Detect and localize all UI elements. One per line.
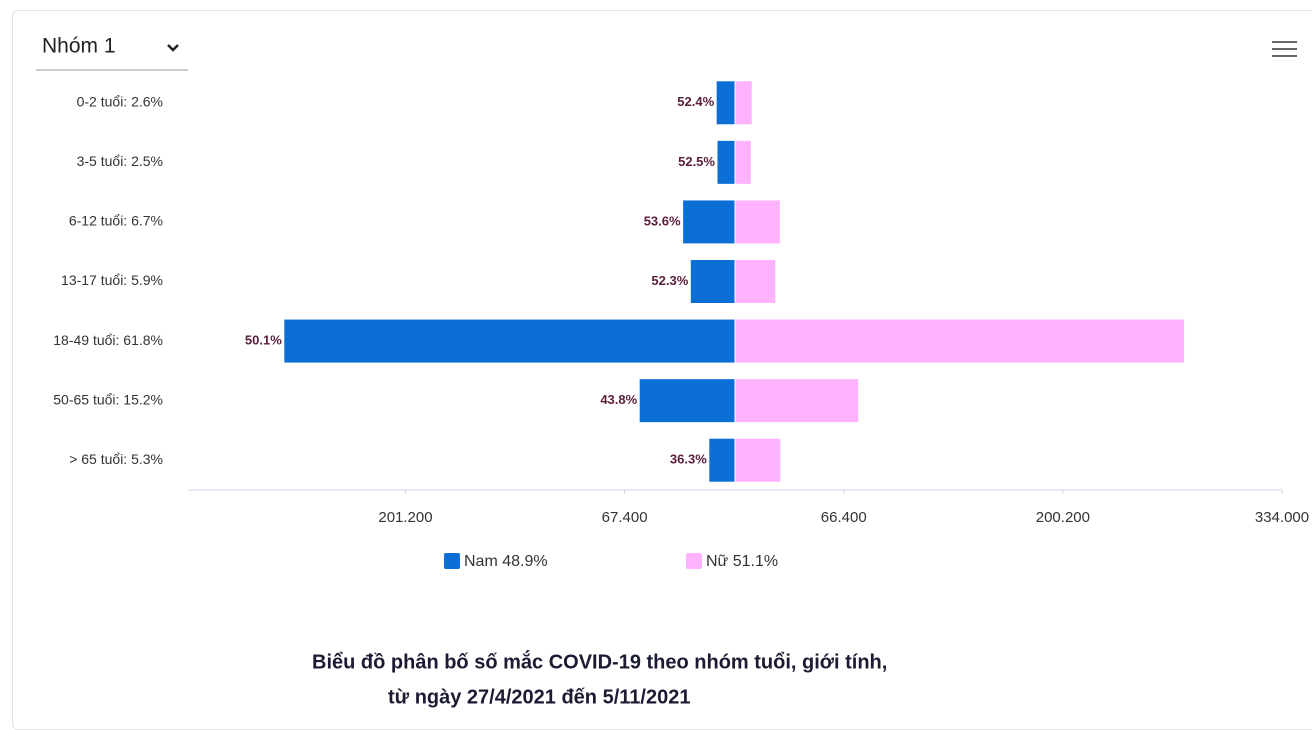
data-label: 43.8%: [600, 392, 637, 407]
bar: [708, 437, 736, 483]
bar: [734, 318, 1186, 364]
data-label: 52.4%: [677, 94, 714, 109]
chart: Nhóm 1 201.200 67.400 66.400 200.200 334.000…: [36, 35, 1309, 708]
bar: [734, 437, 782, 483]
y-tick-label: 3-5 tuổi: 2.5%: [77, 153, 163, 169]
legend-label: Nam 48.9%: [464, 553, 548, 570]
bar: [689, 259, 736, 304]
x-tick-label: 200.200: [1036, 509, 1090, 526]
bar: [734, 199, 781, 245]
menu-button[interactable]: [1272, 41, 1297, 57]
dropdown-arrow[interactable]: [167, 44, 179, 52]
data-label: 52.5%: [678, 154, 715, 169]
x-tick-label: 66.400: [821, 509, 867, 526]
bar: [283, 318, 736, 364]
chart-title: từ ngày 27/4/2021 đến 5/11/2021: [388, 686, 690, 708]
bar: [715, 80, 736, 126]
legend-swatch: [444, 553, 460, 569]
legend-label: Nữ 51.1%: [706, 553, 778, 570]
bar: [716, 139, 736, 185]
bar: [734, 259, 777, 304]
x-tick-label: 334.000: [1255, 509, 1309, 526]
bar: [734, 80, 753, 126]
data-label: 50.1%: [245, 333, 282, 348]
y-tick-label: 13-17 tuổi: 5.9%: [61, 272, 163, 288]
bar: [734, 139, 752, 185]
page: {"dropdown": "Nhóm 1", "chart_data": {"t…: [12, 10, 1312, 730]
y-tick-label: > 65 tuổi: 5.3%: [69, 451, 163, 467]
data-label: 53.6%: [644, 213, 681, 228]
y-tick-label: 18-49 tuổi: 61.8%: [53, 332, 163, 348]
bar: [638, 378, 736, 424]
y-tick-label: 50-65 tuổi: 15.2%: [53, 391, 163, 407]
y-tick-label: 6-12 tuổi: 6.7%: [69, 213, 163, 229]
group-dropdown[interactable]: Nhóm 1: [42, 35, 116, 58]
data-label: 52.3%: [651, 273, 688, 288]
bar: [734, 378, 860, 424]
legend-swatch: [686, 553, 702, 569]
x-tick-label: 201.200: [378, 509, 432, 526]
y-tick-label: 0-2 tuổi: 2.6%: [77, 93, 163, 109]
x-tick-label: 67.400: [602, 509, 648, 526]
bar: [682, 199, 736, 245]
data-label: 36.3%: [670, 452, 707, 467]
chart-title: Biểu đồ phân bố số mắc COVID-19 theo nhó…: [312, 649, 887, 673]
